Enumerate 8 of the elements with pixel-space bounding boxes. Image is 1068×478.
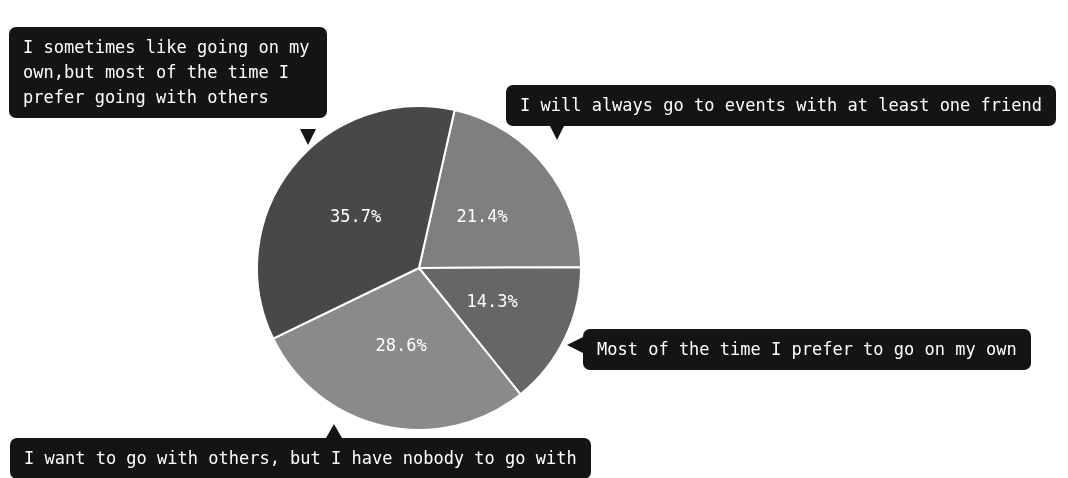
callout-box: Most of the time I prefer to go on my own bbox=[583, 329, 1031, 370]
callout-box: I want to go with others, but I have nobody to go with bbox=[10, 438, 591, 478]
callout-box: I sometimes like going on my own,but most of the time I prefer going with others bbox=[9, 27, 327, 118]
data-label: 28.6% bbox=[375, 335, 427, 356]
data-label: 14.3% bbox=[466, 291, 518, 312]
callout-box: I will always go to events with at least one friend bbox=[506, 85, 1056, 126]
data-label: 21.4% bbox=[456, 205, 508, 226]
data-label: 35.7% bbox=[329, 206, 382, 227]
